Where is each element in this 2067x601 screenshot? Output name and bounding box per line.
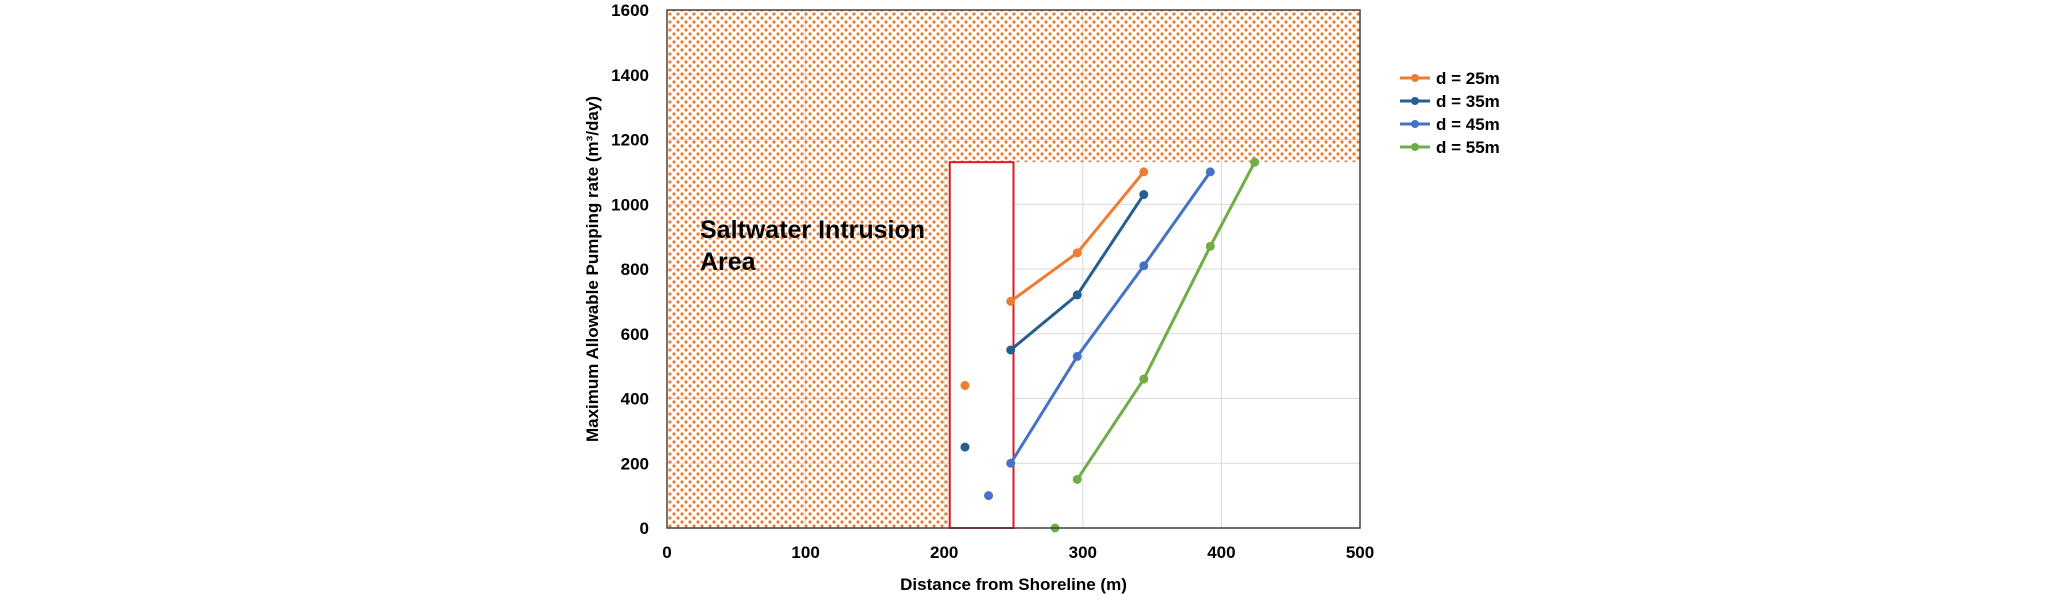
x-tick-label: 100 [791, 543, 819, 562]
series-point [1006, 458, 1016, 468]
legend-marker [1411, 97, 1419, 105]
series-line [1075, 160, 1257, 481]
legend-marker [1411, 143, 1419, 151]
series-point [1072, 248, 1082, 258]
legend-label: d = 45m [1436, 115, 1500, 134]
x-tick-label: 300 [1069, 543, 1097, 562]
y-tick-label: 0 [640, 519, 649, 538]
x-tick-label: 0 [662, 543, 671, 562]
series-point [1006, 345, 1016, 355]
series-point [1139, 261, 1149, 271]
legend-label: d = 35m [1436, 92, 1500, 111]
series-line [1009, 170, 1212, 465]
series-point [960, 442, 970, 452]
series-point [1072, 474, 1082, 484]
y-tick-label: 800 [621, 260, 649, 279]
x-tick-label: 500 [1346, 543, 1374, 562]
series-point [1139, 167, 1149, 177]
x-tick-label: 400 [1207, 543, 1235, 562]
series-point [1072, 290, 1082, 300]
highlight-box-layer [948, 161, 1015, 529]
y-tick-label: 1600 [611, 1, 649, 20]
x-axis-title: Distance from Shoreline (m) [900, 575, 1127, 594]
axes-layer [666, 9, 1361, 529]
series-point [1205, 241, 1215, 251]
series-layer [960, 157, 1260, 533]
annotation-text: Area [700, 248, 757, 276]
series-point [984, 491, 994, 501]
x-tick-label: 200 [930, 543, 958, 562]
series-line [1009, 170, 1146, 303]
series-point [960, 381, 970, 391]
y-axis-title: Maximum Allowable Pumping rate (m³/day) [583, 96, 602, 442]
series-point [1139, 190, 1149, 200]
series-point [1250, 157, 1260, 167]
series-point [1006, 296, 1016, 306]
series-point [1072, 351, 1082, 361]
y-tick-label: 1400 [611, 66, 649, 85]
annotation-text: Saltwater Intrusion [700, 216, 925, 244]
series-point [1139, 374, 1149, 384]
highlight-box [948, 161, 1015, 529]
y-tick-label: 1200 [611, 131, 649, 150]
labels-layer: 0 100 200 300 400 500 0 200 400 600 800 1000 1200 140… [583, 1, 1374, 594]
y-tick-label: 600 [621, 325, 649, 344]
series-line [1009, 193, 1146, 352]
y-tick-label: 400 [621, 390, 649, 409]
series-point [1205, 167, 1215, 177]
intrusion-area-top [667, 10, 1360, 163]
legend: d = 25m d = 35m d = 45m d = 55m [1400, 69, 1500, 157]
y-tick-label: 200 [621, 454, 649, 473]
legend-label: d = 25m [1436, 69, 1500, 88]
y-tick-label: 1000 [611, 195, 649, 214]
legend-marker [1411, 74, 1419, 82]
legend-marker [1411, 120, 1419, 128]
plot-frame [666, 9, 1361, 529]
legend-label: d = 55m [1436, 138, 1500, 157]
